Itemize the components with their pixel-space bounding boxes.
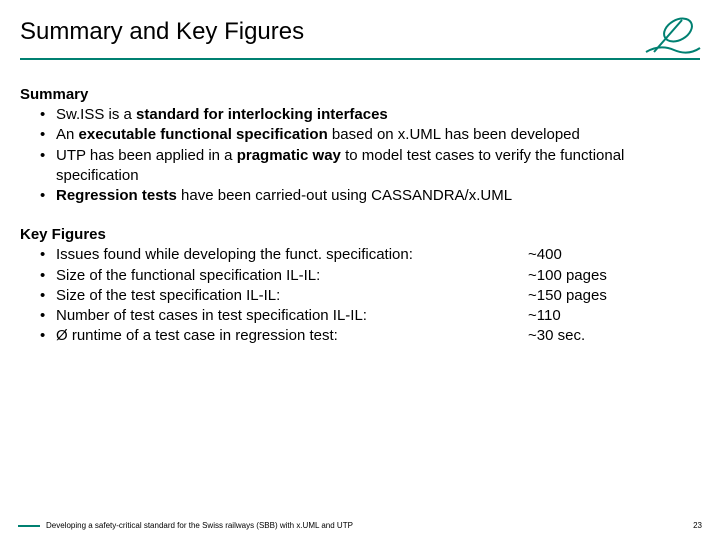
text-post: have been carried-out using CASSANDRA/x.… bbox=[177, 187, 512, 204]
kf-label: Issues found while developing the funct.… bbox=[56, 245, 528, 265]
page-number: 23 bbox=[693, 521, 702, 530]
list-item: Size of the test specification IL-IL: ~1… bbox=[20, 286, 700, 306]
list-item: Size of the functional specification IL-… bbox=[20, 266, 700, 286]
kf-label: Size of the functional specification IL-… bbox=[56, 266, 528, 286]
kf-value: ~100 pages bbox=[528, 266, 607, 286]
list-item: Issues found while developing the funct.… bbox=[20, 245, 700, 265]
list-item: Number of test cases in test specificati… bbox=[20, 306, 700, 326]
text-bold: executable functional specification bbox=[79, 126, 328, 143]
kf-label: Size of the test specification IL-IL: bbox=[56, 286, 528, 306]
list-item: Ø runtime of a test case in regression t… bbox=[20, 326, 700, 346]
page-title: Summary and Key Figures bbox=[20, 18, 700, 46]
kf-value: ~110 bbox=[528, 306, 561, 326]
footer-rule bbox=[18, 525, 40, 527]
title-underline bbox=[20, 58, 700, 60]
kf-value: ~400 bbox=[528, 245, 562, 265]
footer-text: Developing a safety-critical standard fo… bbox=[46, 521, 353, 530]
kf-label: Number of test cases in test specificati… bbox=[56, 306, 528, 326]
text-post: based on x.UML has been developed bbox=[328, 126, 580, 143]
list-item: An executable functional specification b… bbox=[20, 125, 700, 145]
text-bold: standard for interlocking interfaces bbox=[136, 106, 388, 123]
text-pre: UTP has been applied in a bbox=[56, 147, 237, 164]
kf-value: ~30 sec. bbox=[528, 326, 585, 346]
kf-label: Ø runtime of a test case in regression t… bbox=[56, 326, 528, 346]
feather-logo bbox=[642, 14, 702, 58]
list-item: UTP has been applied in a pragmatic way … bbox=[20, 146, 700, 187]
text-bold: pragmatic way bbox=[237, 147, 341, 164]
summary-list: Sw.ISS is a standard for interlocking in… bbox=[20, 105, 700, 206]
list-item: Sw.ISS is a standard for interlocking in… bbox=[20, 105, 700, 125]
kf-value: ~150 pages bbox=[528, 286, 607, 306]
list-item: Regression tests have been carried-out u… bbox=[20, 186, 700, 206]
text-pre: An bbox=[56, 126, 79, 143]
footer: Developing a safety-critical standard fo… bbox=[0, 521, 720, 530]
key-figures-heading: Key Figures bbox=[20, 226, 700, 243]
footer-left: Developing a safety-critical standard fo… bbox=[18, 521, 353, 530]
text-bold: Regression tests bbox=[56, 187, 177, 204]
key-figures-list: Issues found while developing the funct.… bbox=[20, 245, 700, 346]
text-pre: Sw.ISS is a bbox=[56, 106, 136, 123]
summary-heading: Summary bbox=[20, 86, 700, 103]
